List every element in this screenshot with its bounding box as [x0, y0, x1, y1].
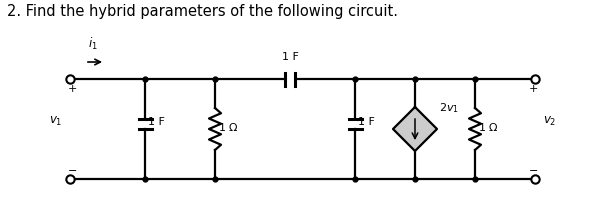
- Text: 1 $\Omega$: 1 $\Omega$: [478, 121, 499, 133]
- Text: 1 F: 1 F: [358, 117, 375, 127]
- Text: 1 F: 1 F: [281, 52, 299, 62]
- Text: $i_1$: $i_1$: [88, 36, 98, 52]
- Text: $2v_1$: $2v_1$: [439, 101, 459, 115]
- Text: $-$: $-$: [528, 164, 538, 174]
- Text: $-$: $-$: [67, 164, 77, 174]
- Text: $v_1$: $v_1$: [48, 115, 62, 127]
- Text: 1 F: 1 F: [148, 117, 165, 127]
- Text: $v_2$: $v_2$: [543, 115, 557, 127]
- Polygon shape: [393, 107, 437, 151]
- Text: 1 $\Omega$: 1 $\Omega$: [218, 121, 238, 133]
- Text: +: +: [528, 84, 538, 94]
- Text: +: +: [67, 84, 77, 94]
- Text: 2. Find the hybrid parameters of the following circuit.: 2. Find the hybrid parameters of the fol…: [7, 4, 398, 19]
